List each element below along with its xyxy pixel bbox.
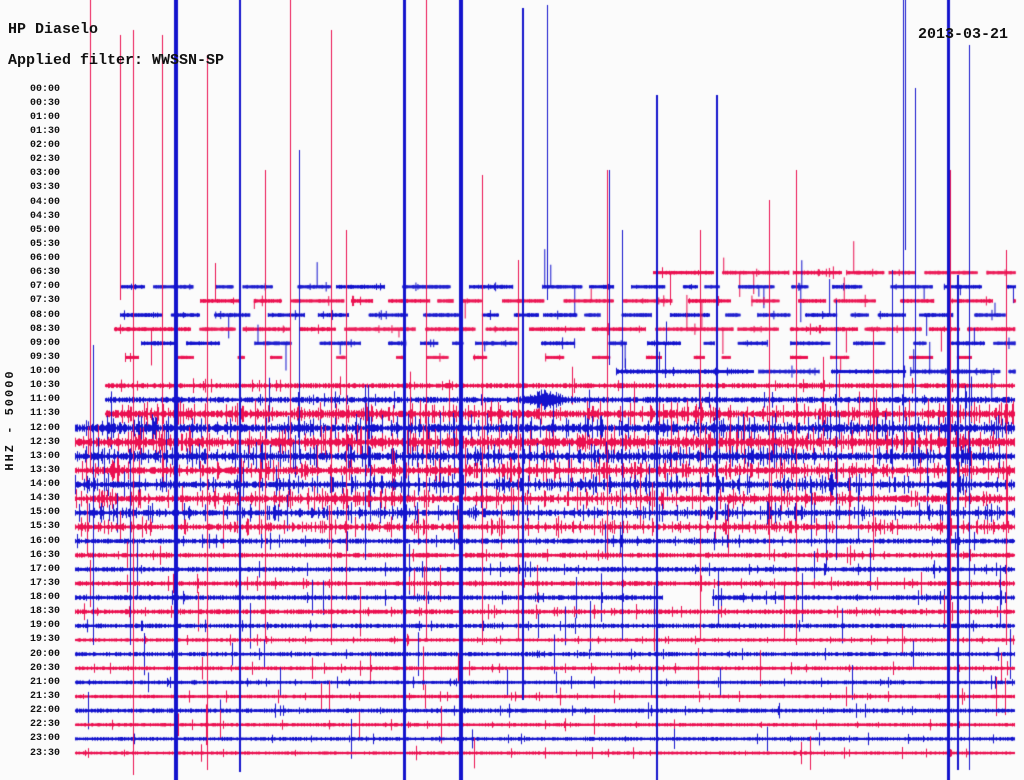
time-label: 06:30	[29, 267, 60, 279]
time-label: 23:30	[29, 747, 60, 759]
time-label: 21:00	[29, 676, 60, 688]
time-label: 15:00	[29, 507, 60, 519]
time-label: 22:30	[29, 719, 60, 731]
time-label: 14:00	[29, 479, 60, 491]
time-label: 04:30	[29, 210, 60, 222]
time-label: 11:30	[29, 408, 60, 420]
time-label: 13:30	[29, 464, 60, 476]
time-label: 16:00	[29, 535, 60, 547]
time-label: 17:00	[29, 563, 60, 575]
time-label: 12:00	[29, 422, 60, 434]
time-label: 13:00	[29, 450, 60, 462]
time-label: 07:30	[29, 295, 60, 307]
time-label: 19:30	[29, 634, 60, 646]
time-label: 19:00	[29, 620, 60, 632]
time-label: 01:00	[29, 111, 60, 123]
time-label: 15:30	[29, 521, 60, 533]
time-label: 08:30	[29, 323, 60, 335]
time-label: 20:30	[29, 662, 60, 674]
time-label: 12:30	[29, 436, 60, 448]
time-label: 14:30	[29, 493, 60, 505]
time-label: 01:30	[29, 125, 60, 137]
time-label: 05:00	[29, 224, 60, 236]
time-label: 20:00	[29, 648, 60, 660]
time-label: 18:30	[29, 606, 60, 618]
time-label: 21:30	[29, 691, 60, 702]
time-label: 17:30	[29, 577, 60, 589]
applied-filter-label: Applied filter: WWSSN-SP	[8, 52, 225, 69]
time-label: 18:00	[29, 592, 60, 604]
time-label: 22:00	[29, 705, 60, 717]
record-date: 2013-03-21	[917, 26, 1008, 43]
time-label: 10:30	[29, 380, 60, 392]
time-label: 02:30	[29, 154, 60, 166]
time-label: 10:00	[29, 366, 60, 378]
time-label: 02:00	[29, 140, 60, 151]
time-label: 11:00	[29, 394, 60, 406]
time-label: 07:00	[29, 281, 60, 293]
time-label: 09:00	[29, 337, 60, 349]
time-label: 04:00	[29, 196, 60, 208]
time-label: 08:00	[29, 309, 60, 321]
time-label: 03:00	[29, 168, 60, 180]
station-title: HP Diaselo	[8, 21, 99, 38]
time-label: 09:30	[29, 351, 60, 363]
time-label: 03:30	[29, 182, 60, 194]
time-label: 05:30	[29, 238, 60, 250]
time-label: 23:00	[29, 733, 60, 745]
time-label: 06:00	[29, 253, 60, 265]
time-label: 00:00	[29, 83, 60, 95]
time-label: 16:30	[29, 549, 60, 561]
time-label: 00:30	[29, 97, 60, 109]
